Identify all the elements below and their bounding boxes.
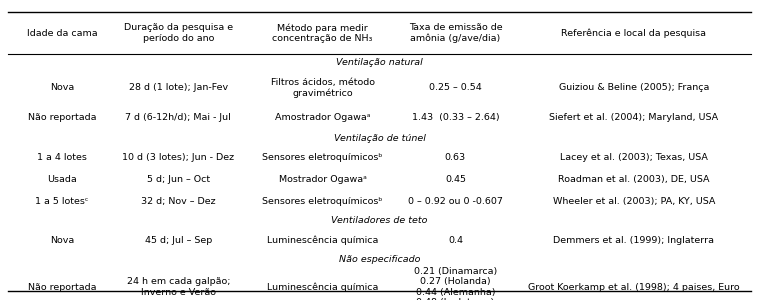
Text: Nova: Nova	[50, 236, 74, 245]
Text: 1 a 4 lotes: 1 a 4 lotes	[37, 154, 87, 163]
Text: 7 d (6-12h/d); Mai - Jul: 7 d (6-12h/d); Mai - Jul	[125, 113, 231, 122]
Text: 1 a 5 lotesᶜ: 1 a 5 lotesᶜ	[36, 197, 89, 206]
Text: 0.25 – 0.54: 0.25 – 0.54	[429, 83, 482, 92]
Text: Não reportada: Não reportada	[28, 283, 96, 292]
Text: Amostrador Ogawaᵃ: Amostrador Ogawaᵃ	[275, 113, 370, 122]
Text: 45 d; Jul – Sep: 45 d; Jul – Sep	[145, 236, 212, 245]
Text: Não reportada: Não reportada	[28, 113, 96, 122]
Text: Sensores eletroquímicosᵇ: Sensores eletroquímicosᵇ	[263, 197, 383, 206]
Text: Luminescência química: Luminescência química	[267, 236, 378, 245]
Text: 0.4: 0.4	[448, 236, 463, 245]
Text: Usada: Usada	[47, 175, 77, 184]
Text: 0.21 (Dinamarca)
0.27 (Holanda)
0.44 (Alemanha)
0.48 (Inglaterra): 0.21 (Dinamarca) 0.27 (Holanda) 0.44 (Al…	[414, 267, 497, 300]
Text: 1.43  (0.33 – 2.64): 1.43 (0.33 – 2.64)	[411, 113, 499, 122]
Text: Filtros ácidos, método
gravimétrico: Filtros ácidos, método gravimétrico	[270, 78, 375, 98]
Text: Ventiladores de teto: Ventiladores de teto	[331, 217, 428, 226]
Text: Ventilação de túnel: Ventilação de túnel	[333, 134, 426, 143]
Text: Demmers et al. (1999); Inglaterra: Demmers et al. (1999); Inglaterra	[553, 236, 714, 245]
Text: 0.45: 0.45	[445, 175, 466, 184]
Text: Wheeler et al. (2003); PA, KY, USA: Wheeler et al. (2003); PA, KY, USA	[553, 197, 715, 206]
Text: Não especificado: Não especificado	[339, 255, 420, 264]
Text: Método para medir
concentração de NH₃: Método para medir concentração de NH₃	[272, 23, 373, 43]
Text: 10 d (3 lotes); Jun - Dez: 10 d (3 lotes); Jun - Dez	[122, 154, 235, 163]
Text: 24 h em cada galpão;
Inverno e Verão: 24 h em cada galpão; Inverno e Verão	[127, 278, 230, 297]
Text: Mostrador Ogawaᵃ: Mostrador Ogawaᵃ	[279, 175, 367, 184]
Text: Taxa de emissão de
amônia (g/ave/dia): Taxa de emissão de amônia (g/ave/dia)	[408, 23, 502, 43]
Text: 0 – 0.92 ou 0 -0.607: 0 – 0.92 ou 0 -0.607	[408, 197, 502, 206]
Text: Groot Koerkamp et al. (1998); 4 paises, Euro: Groot Koerkamp et al. (1998); 4 paises, …	[528, 283, 739, 292]
Text: 5 d; Jun – Oct: 5 d; Jun – Oct	[146, 175, 210, 184]
Text: Referência e local da pesquisa: Referência e local da pesquisa	[561, 28, 707, 38]
Text: 0.63: 0.63	[445, 154, 466, 163]
Text: Sensores eletroquímicosᵇ: Sensores eletroquímicosᵇ	[263, 154, 383, 163]
Text: Duração da pesquisa e
período do ano: Duração da pesquisa e período do ano	[124, 23, 233, 43]
Text: Siefert et al. (2004); Maryland, USA: Siefert et al. (2004); Maryland, USA	[550, 113, 718, 122]
Text: Luminescência química: Luminescência química	[267, 282, 378, 292]
Text: Ventilação natural: Ventilação natural	[336, 58, 423, 67]
Text: 28 d (1 lote); Jan-Fev: 28 d (1 lote); Jan-Fev	[129, 83, 228, 92]
Text: Guiziou & Beline (2005); França: Guiziou & Beline (2005); França	[559, 83, 709, 92]
Text: Idade da cama: Idade da cama	[27, 28, 98, 38]
Text: 32 d; Nov – Dez: 32 d; Nov – Dez	[141, 197, 216, 206]
Text: Roadman et al. (2003), DE, USA: Roadman et al. (2003), DE, USA	[558, 175, 710, 184]
Text: Nova: Nova	[50, 83, 74, 92]
Text: Lacey et al. (2003); Texas, USA: Lacey et al. (2003); Texas, USA	[560, 154, 707, 163]
